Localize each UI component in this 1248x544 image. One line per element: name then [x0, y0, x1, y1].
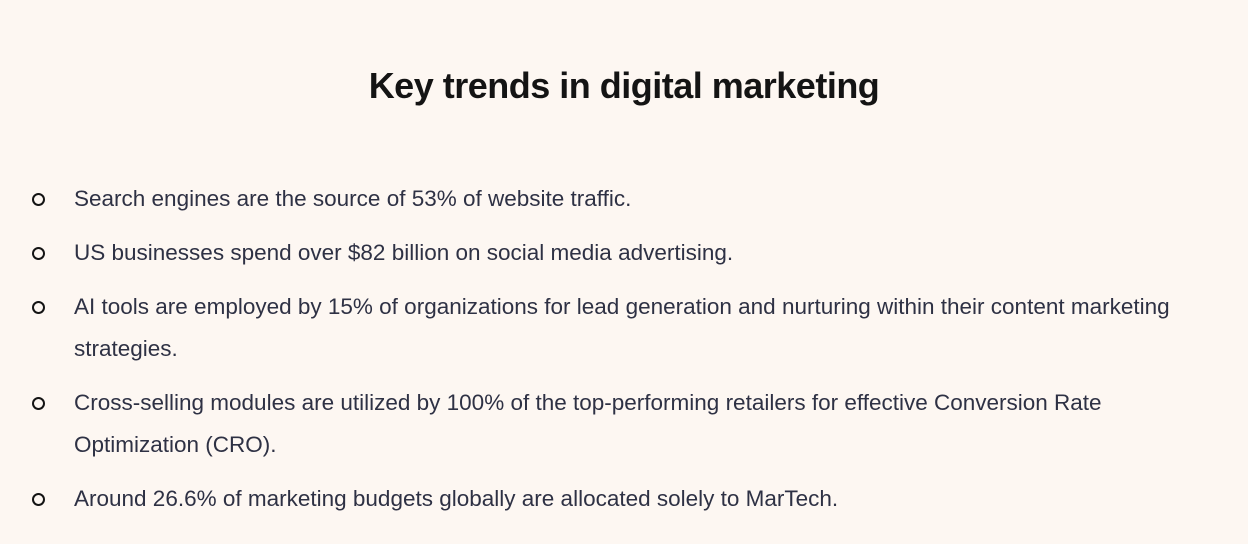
page-title: Key trends in digital marketing [368, 65, 880, 106]
list-item-text: Search engines are the source of 53% of … [74, 186, 632, 211]
bullet-icon [32, 247, 45, 260]
bullet-icon [32, 397, 45, 410]
trends-list: Search engines are the source of 53% of … [30, 178, 1220, 532]
list-item-text: US businesses spend over $82 billion on … [74, 240, 734, 265]
list-item-text: Cross-selling modules are utilized by 10… [74, 390, 1102, 457]
list-item: Search engines are the source of 53% of … [30, 178, 1220, 220]
list-item: Cross-selling modules are utilized by 10… [30, 382, 1220, 466]
bullet-icon [32, 301, 45, 314]
list-item-text: Around 26.6% of marketing budgets global… [74, 486, 839, 511]
list-item: AI tools are employed by 15% of organiza… [30, 286, 1220, 370]
list-item-text: AI tools are employed by 15% of organiza… [74, 294, 1170, 361]
bullet-icon [32, 493, 45, 506]
list-item: Around 26.6% of marketing budgets global… [30, 478, 1220, 520]
bullet-icon [32, 193, 45, 206]
list-item: US businesses spend over $82 billion on … [30, 232, 1220, 274]
